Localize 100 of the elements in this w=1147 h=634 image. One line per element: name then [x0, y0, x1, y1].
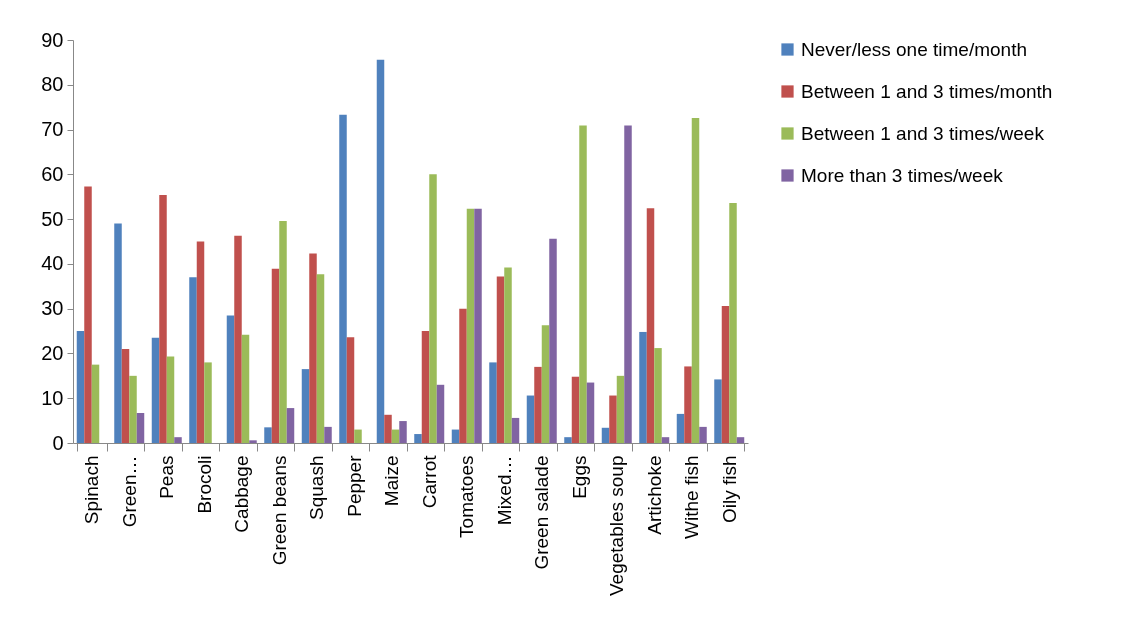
- x-tick-label: Maize: [381, 455, 403, 507]
- bar: [654, 348, 662, 443]
- bar: [571, 376, 580, 443]
- bar: [136, 413, 145, 443]
- y-tick-label: 50: [41, 207, 64, 230]
- bar: [691, 117, 700, 443]
- bar: [624, 125, 632, 443]
- bar: [466, 208, 475, 443]
- bar: [151, 337, 160, 443]
- bar: [286, 408, 295, 443]
- bar: [279, 220, 287, 443]
- x-tick-label: Green beans: [268, 455, 290, 566]
- bar: [534, 366, 542, 443]
- bar: [391, 429, 400, 443]
- x-tick-label: Eggs: [568, 455, 590, 499]
- bar: [436, 384, 445, 443]
- bar: [174, 437, 182, 443]
- bar: [159, 194, 167, 443]
- y-tick-label: 90: [41, 28, 64, 51]
- bar: [414, 434, 422, 443]
- x-tick-label: Carrot: [418, 454, 440, 509]
- bar: [729, 202, 737, 443]
- bar: [639, 331, 647, 443]
- bar: [459, 308, 467, 443]
- bar: [264, 427, 272, 443]
- x-tick-label: Artichoke: [643, 455, 665, 535]
- x-tick-label: Tomatoes: [456, 455, 478, 538]
- x-tick-label: Spinach: [81, 455, 103, 525]
- y-tick-label: 40: [41, 252, 64, 275]
- y-tick-label: 20: [41, 341, 64, 364]
- bar: [504, 267, 512, 443]
- bar: [226, 315, 235, 443]
- bar: [474, 208, 482, 443]
- x-tick-label: Oily fish: [718, 455, 740, 524]
- bar: [316, 274, 325, 443]
- y-tick-label: 10: [41, 386, 64, 409]
- bar: [384, 414, 392, 443]
- x-tick-label: Pepper: [343, 454, 365, 517]
- bar: [399, 421, 407, 443]
- bar: [241, 334, 250, 443]
- bar: [309, 253, 317, 443]
- x-tick-label: Withe fish: [681, 455, 703, 539]
- bar: [121, 348, 130, 443]
- bar: [166, 356, 175, 443]
- bar: [129, 375, 137, 443]
- y-tick-label: 70: [41, 118, 64, 141]
- bar: [376, 59, 385, 443]
- bar: [451, 429, 460, 443]
- legend-label: Between 1 and 3 times/week: [801, 122, 1045, 144]
- bar: [421, 331, 430, 443]
- x-tick-label: Brocoli: [193, 455, 215, 514]
- x-tick-label: Mixed…: [493, 455, 515, 526]
- bar: [736, 437, 745, 443]
- legend-label: Between 1 and 3 times/month: [801, 80, 1053, 102]
- x-tick-label: Peas: [156, 455, 178, 499]
- bar: [84, 186, 92, 443]
- bar: [676, 413, 685, 443]
- bar: [339, 114, 347, 443]
- bar: [196, 241, 205, 443]
- bar: [346, 337, 355, 443]
- bar: [189, 277, 197, 443]
- bar: [661, 437, 670, 443]
- bar: [301, 369, 310, 443]
- bar: [249, 440, 257, 443]
- bar: [579, 125, 587, 443]
- y-tick-label: 60: [41, 162, 64, 185]
- x-tick-label: Cabbage: [231, 455, 253, 533]
- bar: [204, 362, 212, 443]
- y-tick-label: 0: [52, 431, 64, 454]
- bar: [489, 362, 497, 443]
- x-tick-label: Green salade: [531, 455, 553, 570]
- bar: [324, 426, 332, 443]
- bar: [616, 375, 625, 443]
- bar: [234, 235, 242, 443]
- bar: [496, 276, 505, 443]
- bar: [429, 174, 437, 443]
- bar: [609, 395, 617, 443]
- bar: [684, 366, 692, 443]
- legend-label: More than 3 times/week: [801, 164, 1004, 186]
- y-tick-label: 30: [41, 297, 64, 320]
- bar: [511, 417, 520, 443]
- bar: [541, 325, 550, 443]
- y-tick-label: 80: [41, 73, 64, 96]
- bar: [586, 382, 595, 443]
- bar: [114, 223, 122, 443]
- bar: [601, 427, 610, 443]
- bar: [721, 305, 730, 443]
- bar: [646, 208, 655, 443]
- bar: [564, 437, 572, 443]
- x-tick-label: Squash: [306, 455, 328, 520]
- x-tick-label: Green…: [118, 455, 140, 528]
- bar: [271, 268, 280, 443]
- bar: [549, 238, 557, 443]
- bar: [699, 426, 707, 443]
- bar: [526, 395, 535, 443]
- bar: [76, 331, 85, 443]
- x-tick-label: Vegetables soup: [606, 455, 628, 597]
- bar: [91, 364, 100, 443]
- legend-label: Never/less one time/month: [801, 38, 1027, 60]
- bar: [354, 429, 362, 443]
